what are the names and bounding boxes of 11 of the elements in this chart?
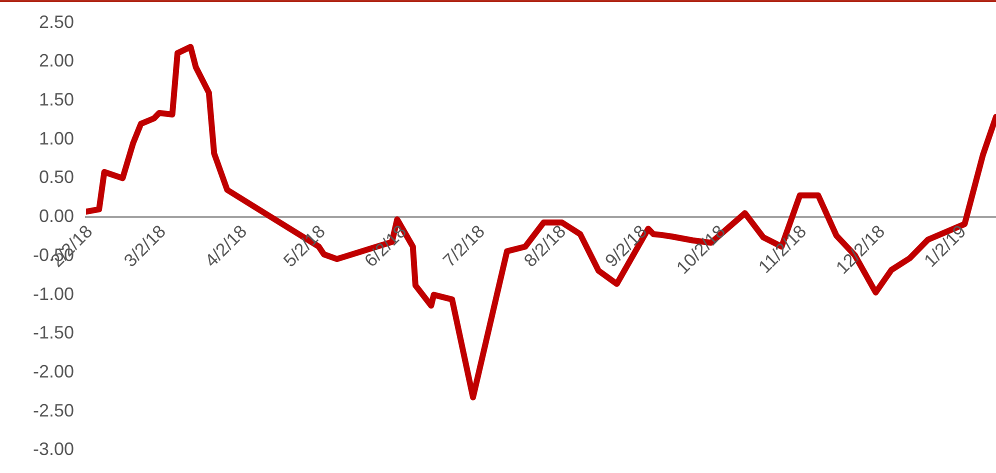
y-tick-label: 2.00 — [38, 50, 74, 71]
y-tick-label: -1.00 — [32, 284, 74, 304]
y-tick-label: -3.00 — [32, 439, 74, 460]
y-tick-label: 1.50 — [38, 89, 74, 110]
y-tick-label: 1.00 — [38, 128, 74, 148]
y-tick-label: -2.00 — [32, 361, 74, 382]
y-tick-label: -2.50 — [32, 400, 74, 420]
y-tick-label: -1.50 — [32, 322, 74, 343]
y-tick-label: 0.50 — [38, 167, 74, 188]
y-tick-label: 0.00 — [38, 206, 74, 226]
y-tick-label: 2.50 — [38, 12, 74, 32]
